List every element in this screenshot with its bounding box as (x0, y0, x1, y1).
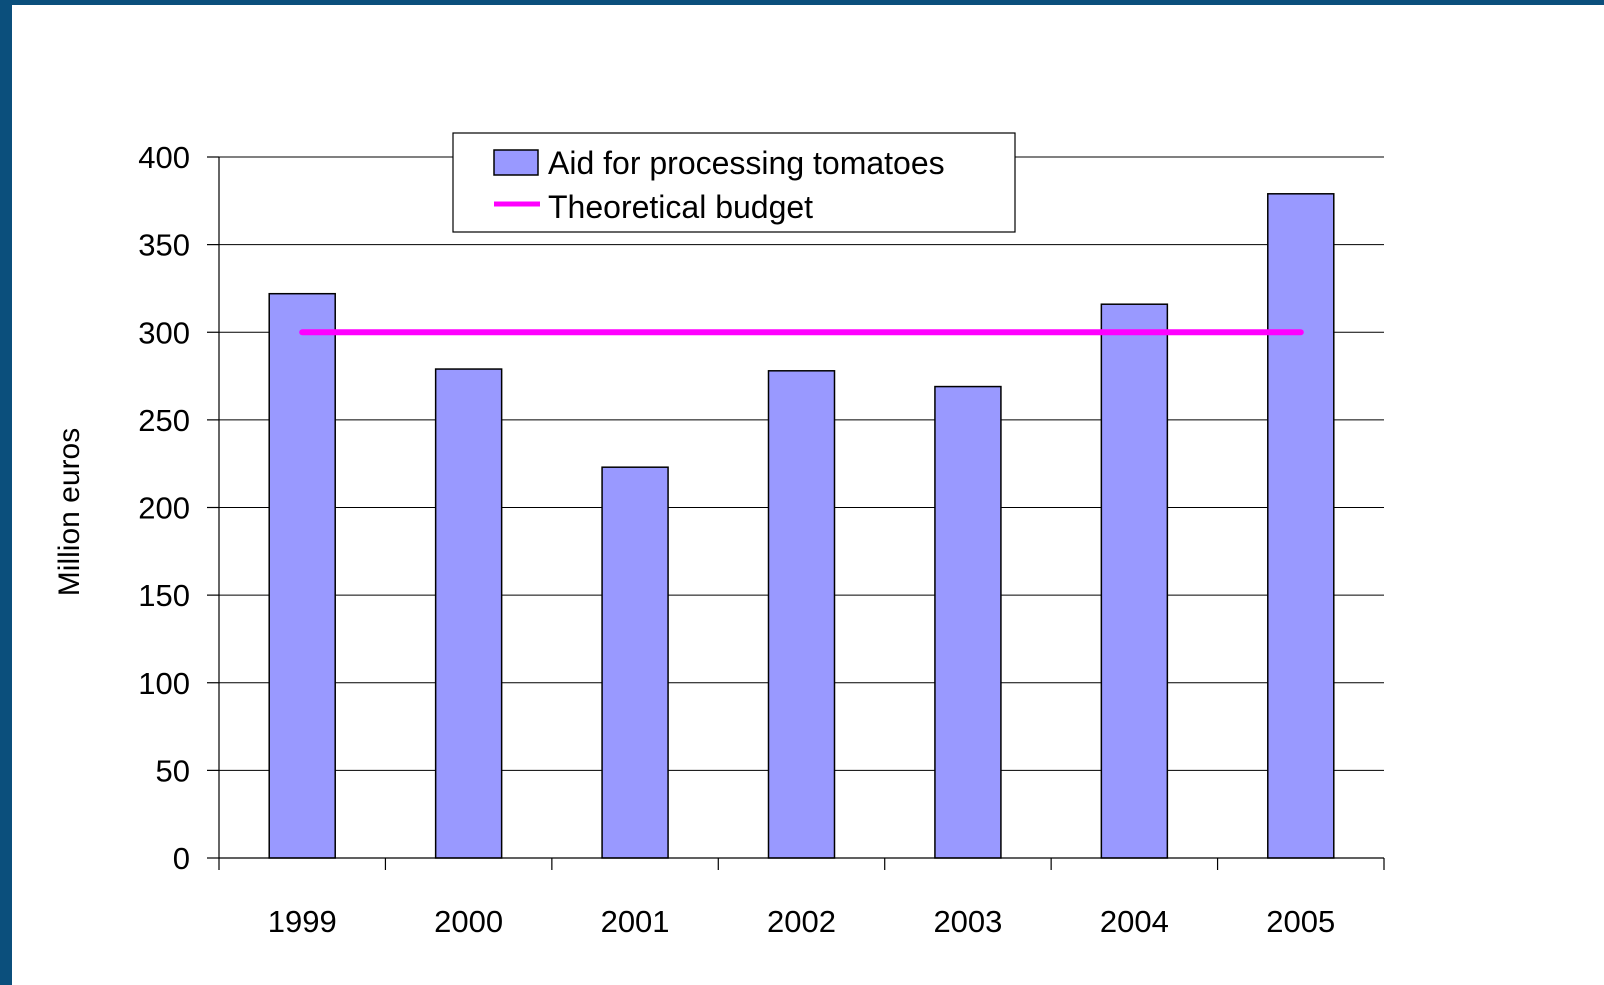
y-tick-label: 400 (138, 140, 190, 175)
bars (268, 193, 1335, 859)
x-tick-label: 2005 (1266, 904, 1335, 939)
x-tick-label: 2002 (767, 904, 836, 939)
legend-label-budget: Theoretical budget (548, 189, 813, 225)
x-tick-label: 2000 (434, 904, 503, 939)
x-tick-label: 2003 (933, 904, 1002, 939)
y-tick-label: 350 (138, 228, 190, 263)
x-tick-label: 2004 (1100, 904, 1169, 939)
y-tick-label: 150 (138, 578, 190, 613)
y-axis-title: Million euros (53, 428, 86, 596)
y-tick-label: 200 (138, 491, 190, 526)
legend-label-aid: Aid for processing tomatoes (548, 145, 945, 181)
legend-box (452, 132, 1016, 233)
x-tick-labels: 1999 2000 2001 2002 2003 2004 2005 (268, 904, 1336, 939)
legend: Aid for processing tomatoes Theoretical … (452, 132, 1016, 233)
top-border-bar (0, 0, 1604, 5)
bar-2005 (1267, 193, 1335, 859)
bar-2002 (767, 370, 836, 859)
y-tick-labels: 0 50 100 150 200 250 300 350 400 (138, 140, 190, 876)
bar-2004 (1100, 303, 1169, 859)
bar-1999 (268, 292, 336, 859)
y-tick-label: 100 (138, 666, 190, 701)
bar-2003 (934, 385, 1002, 859)
y-tick-label: 0 (173, 841, 190, 876)
y-tick-label: 50 (156, 753, 190, 788)
y-tick-label: 250 (138, 403, 190, 438)
bar-2000 (434, 368, 503, 859)
legend-swatch-aid (493, 149, 539, 176)
axes (207, 156, 1385, 870)
x-tick-label: 2001 (601, 904, 670, 939)
bar-2001 (601, 466, 669, 859)
x-tick-label: 1999 (268, 904, 337, 939)
left-border-bar (0, 0, 12, 985)
y-tick-label: 300 (138, 315, 190, 350)
